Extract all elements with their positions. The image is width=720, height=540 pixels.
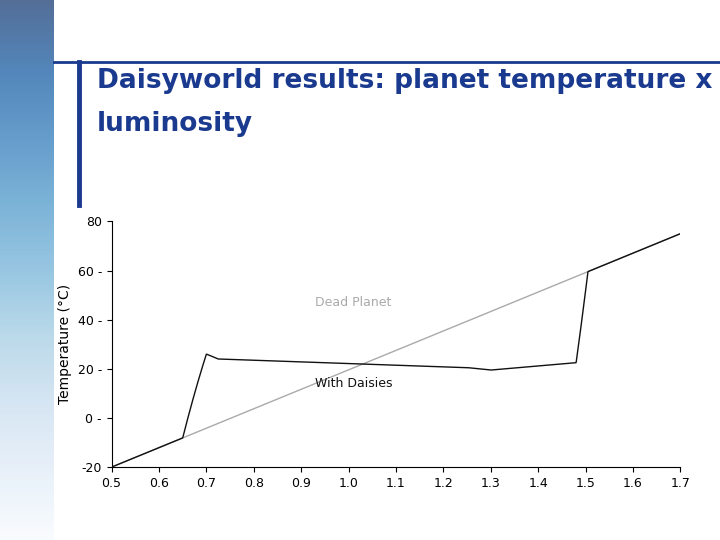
- Text: Daisyworld results: planet temperature x solar: Daisyworld results: planet temperature x…: [97, 68, 720, 93]
- Text: Dead Planet: Dead Planet: [315, 296, 392, 309]
- Text: luminosity: luminosity: [97, 111, 253, 137]
- Y-axis label: Temperature (°C): Temperature (°C): [58, 284, 72, 404]
- Text: With Daisies: With Daisies: [315, 377, 393, 390]
